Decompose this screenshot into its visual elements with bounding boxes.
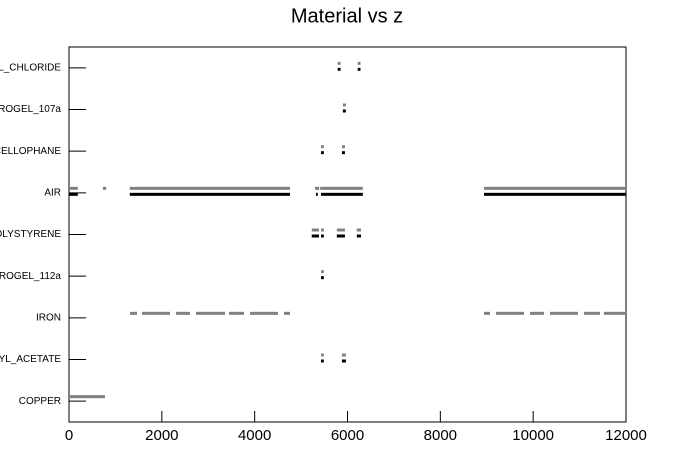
segment: [321, 192, 363, 196]
segment: [321, 270, 324, 274]
segment: [129, 311, 138, 315]
segment: [583, 311, 600, 315]
y-tick-label: ROGEL_112a: [0, 271, 61, 282]
segment: [175, 311, 191, 315]
y-tick-label: YL_ACETATE: [0, 354, 61, 365]
segment: [495, 311, 524, 315]
x-tick-label: 2000: [145, 427, 178, 444]
segment: [315, 186, 320, 190]
segment: [321, 151, 324, 155]
y-tick-label: ROGEL_107a: [0, 104, 61, 115]
segment: [337, 61, 341, 65]
segment: [195, 311, 226, 315]
segment: [320, 186, 363, 190]
segment: [142, 311, 171, 315]
segment: [483, 186, 626, 190]
segment: [530, 311, 544, 315]
y-tick-label: AIR: [44, 187, 61, 198]
chart-title: Material vs z: [291, 5, 403, 27]
segment: [341, 151, 345, 155]
segment: [311, 234, 319, 238]
segment: [69, 186, 78, 190]
segment: [129, 186, 290, 190]
x-tick-label: 8000: [424, 427, 457, 444]
segment: [321, 359, 324, 363]
x-tick-label: 4000: [238, 427, 271, 444]
segment: [321, 145, 324, 149]
segment: [69, 395, 105, 399]
segment: [129, 192, 290, 196]
y-tick-label: IRON: [36, 312, 61, 323]
segment: [356, 228, 361, 232]
segment: [102, 186, 107, 190]
x-tick-label: 6000: [331, 427, 364, 444]
segment: [341, 145, 345, 149]
y-tick-label: COPPER: [19, 396, 61, 407]
segment: [342, 109, 346, 113]
segment: [483, 192, 626, 196]
segment: [341, 353, 346, 357]
x-tick-label: 0: [65, 427, 73, 444]
x-tick-label: 10000: [512, 427, 554, 444]
x-tick-label: 12000: [605, 427, 647, 444]
y-tick-label: OLYSTYRENE: [0, 229, 61, 240]
segment: [228, 311, 244, 315]
segment: [284, 311, 290, 315]
y-tick-label: L_CHLORIDE: [0, 62, 61, 73]
segment: [69, 192, 78, 196]
segment: [484, 311, 490, 315]
y-tick-label: CELLOPHANE: [0, 146, 61, 157]
segment: [315, 192, 318, 196]
segment: [337, 67, 341, 71]
plot-frame: [68, 46, 627, 423]
segment: [311, 228, 319, 232]
segment: [321, 234, 324, 238]
segment: [549, 311, 578, 315]
segment: [603, 311, 626, 315]
segment: [250, 311, 279, 315]
segment: [342, 103, 346, 107]
segment: [356, 234, 361, 238]
segment: [321, 228, 324, 232]
segment: [357, 61, 361, 65]
segment: [336, 228, 345, 232]
segment: [321, 353, 324, 357]
segment: [336, 234, 345, 238]
segment: [357, 67, 361, 71]
segment: [341, 359, 346, 363]
segment: [321, 276, 324, 280]
